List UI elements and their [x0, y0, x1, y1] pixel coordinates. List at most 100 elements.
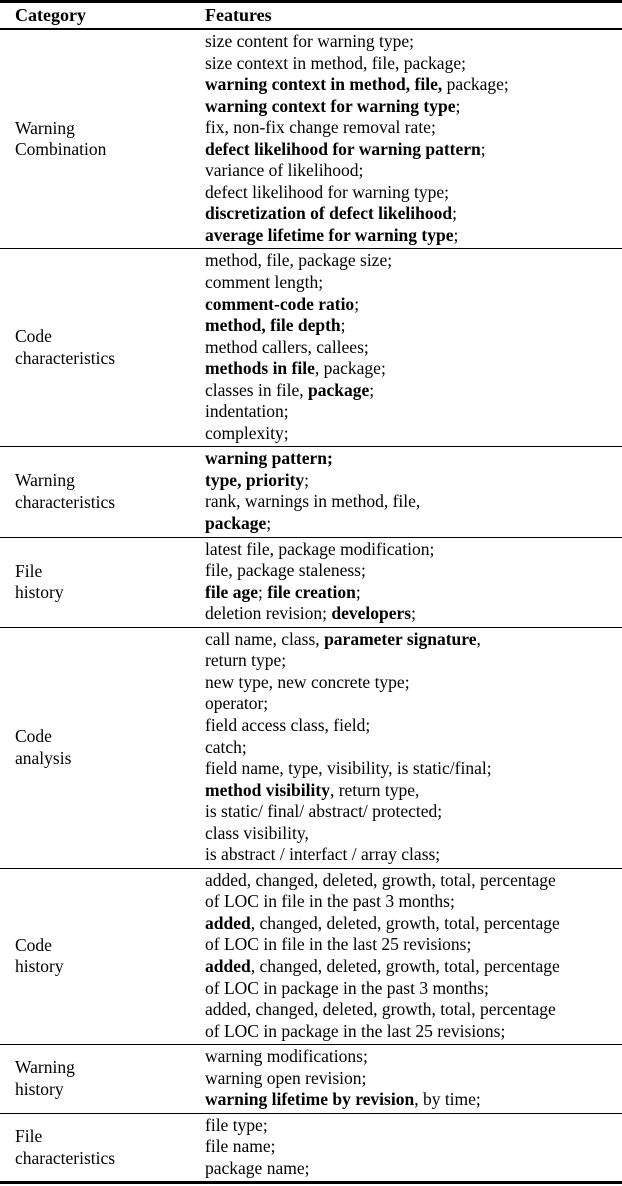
feature-line: average lifetime for warning type; — [205, 225, 620, 247]
feature-text-segment: ; — [452, 203, 457, 224]
feature-line: classes in file, package; — [205, 380, 620, 402]
feature-text-segment: ; — [480, 138, 486, 159]
feature-line: new type, new concrete type; — [205, 672, 620, 694]
category-label-line: Combination — [15, 139, 107, 160]
features-cell: warning modifications; warning open revis… — [205, 1045, 622, 1113]
table-body: Warning Combination size content for warni… — [0, 30, 622, 1181]
table-section-row: Warning characteristics warning pattern; ty… — [0, 446, 622, 536]
features-cell: call name, class, parameter signature, re… — [205, 628, 622, 868]
table-section-row: File characteristics file type; file name; p… — [0, 1112, 622, 1182]
feature-text-segment: developers — [331, 603, 412, 624]
feature-line: variance of likelihood; — [205, 160, 620, 182]
feature-text-segment: of LOC in file in the last 25 revisions; — [205, 934, 472, 955]
category-label-line: characteristics — [15, 347, 116, 368]
feature-line: type, priority; — [205, 470, 620, 492]
feature-text-segment: of LOC in file in the past 3 months; — [205, 891, 455, 912]
category-label-line: Code — [15, 726, 52, 747]
feature-line: rank, warnings in method, file, — [205, 491, 620, 513]
feature-line: call name, class, parameter signature, — [205, 629, 620, 651]
feature-text-segment: indentation; — [205, 401, 289, 422]
feature-line: warning lifetime by revision, by time; — [205, 1089, 620, 1111]
category-label-line: analysis — [15, 747, 72, 768]
feature-line: size context in method, file, package; — [205, 53, 620, 75]
feature-text-segment: average lifetime for warning type — [205, 224, 454, 245]
feature-line: added, changed, deleted, growth, total, … — [205, 913, 620, 935]
category-label-line: File — [15, 560, 43, 581]
feature-line: warning context in method, file, package… — [205, 74, 620, 96]
feature-text-segment: warning modifications; — [205, 1046, 368, 1067]
feature-line: return type; — [205, 650, 620, 672]
feature-line: complexity; — [205, 423, 620, 445]
feature-line: of LOC in file in the past 3 months; — [205, 891, 620, 913]
feature-text-segment: is abstract / interfact / array class; — [205, 844, 441, 865]
feature-text-segment: file, package staleness; — [205, 560, 366, 581]
feature-text-segment: size content for warning type; — [205, 31, 414, 51]
feature-text-segment: new type, new concrete type; — [205, 671, 410, 692]
feature-line: of LOC in package in the last 25 revisio… — [205, 1021, 620, 1043]
feature-line: defect likelihood for warning type; — [205, 182, 620, 204]
feature-line: method, file, package size; — [205, 250, 620, 272]
feature-line: of LOC in package in the past 3 months; — [205, 978, 620, 1000]
table-section-row: Code history added, changed, deleted, grow… — [0, 867, 622, 1044]
feature-text-segment: , package; — [314, 358, 386, 379]
category-cell: Warning characteristics — [0, 447, 205, 536]
feature-text-segment: warning open revision; — [205, 1067, 367, 1088]
feature-line: is static/ final/ abstract/ protected; — [205, 801, 620, 823]
feature-text-segment: method callers, callees; — [205, 336, 369, 357]
feature-text-segment: file name; — [205, 1136, 276, 1157]
features-cell: warning pattern; type, priority; rank, war… — [205, 447, 622, 536]
category-label-line: history — [15, 1078, 64, 1099]
feature-text-segment: , changed, deleted, growth, total, perce… — [250, 912, 560, 933]
category-label-line: File — [15, 1126, 43, 1147]
table-section-row: Warning Combination size content for warni… — [0, 30, 622, 248]
feature-text-segment: ; — [355, 581, 361, 602]
feature-text-segment: of LOC in package in the last 25 revisio… — [205, 1020, 506, 1041]
feature-text-segment: classes in file, — [205, 379, 309, 400]
feature-line: warning modifications; — [205, 1046, 620, 1068]
feature-text-segment: rank, warnings in method, file, — [205, 491, 421, 512]
feature-text-segment: comment length; — [205, 272, 324, 293]
feature-line: warning context for warning type; — [205, 96, 620, 118]
feature-text-segment: warning lifetime by revision — [205, 1089, 415, 1110]
category-cell: Warning Combination — [0, 30, 205, 248]
table-section-row: Code characteristics method, file, package… — [0, 248, 622, 446]
feature-text-segment: call name, class, — [205, 628, 325, 649]
feature-line: file name; — [205, 1136, 620, 1158]
feature-text-segment: warning context for warning type — [205, 95, 456, 116]
feature-line: warning open revision; — [205, 1068, 620, 1090]
feature-text-segment: file type; — [205, 1114, 268, 1135]
category-cell: Code history — [0, 869, 205, 1044]
feature-text-segment: comment-code ratio — [205, 293, 355, 314]
feature-text-segment: ; — [453, 224, 459, 245]
feature-line: method visibility, return type, — [205, 780, 620, 802]
feature-text-segment: method, file, package size; — [205, 250, 393, 271]
feature-line: field access class, field; — [205, 715, 620, 737]
feature-text-segment: package — [308, 379, 370, 400]
feature-line: of LOC in file in the last 25 revisions; — [205, 934, 620, 956]
header-features-label: Features — [205, 5, 272, 25]
feature-text-segment: added — [205, 955, 251, 976]
feature-text-segment: file age — [205, 581, 258, 602]
feature-line: defect likelihood for warning pattern; — [205, 139, 620, 161]
feature-text-segment: , by time; — [414, 1089, 481, 1110]
feature-text-segment: deletion revision; — [205, 603, 332, 624]
feature-text-segment: added, changed, deleted, growth, total, … — [205, 869, 556, 890]
feature-text-segment: ; — [340, 315, 346, 336]
table-header-row: Category Features — [0, 3, 622, 30]
feature-text-segment: method visibility — [205, 779, 330, 800]
feature-line: method callers, callees; — [205, 337, 620, 359]
feature-line: file, package staleness; — [205, 560, 620, 582]
feature-line: indentation; — [205, 401, 620, 423]
feature-text-segment: , — [476, 628, 481, 649]
feature-text-segment: defect likelihood for warning type; — [205, 181, 449, 202]
feature-text-segment: operator; — [205, 693, 269, 714]
category-label-line: Warning — [15, 117, 75, 138]
feature-text-segment: package; — [442, 74, 509, 95]
features-cell: method, file, package size; comment lengt… — [205, 249, 622, 446]
feature-text-segment: ; — [354, 293, 360, 314]
feature-text-segment: field name, type, visibility, is static/… — [205, 758, 492, 779]
feature-line: catch; — [205, 737, 620, 759]
features-cell: file type; file name; package name; — [205, 1114, 622, 1182]
feature-text-segment: complexity; — [205, 422, 289, 443]
feature-line: file age; file creation; — [205, 582, 620, 604]
